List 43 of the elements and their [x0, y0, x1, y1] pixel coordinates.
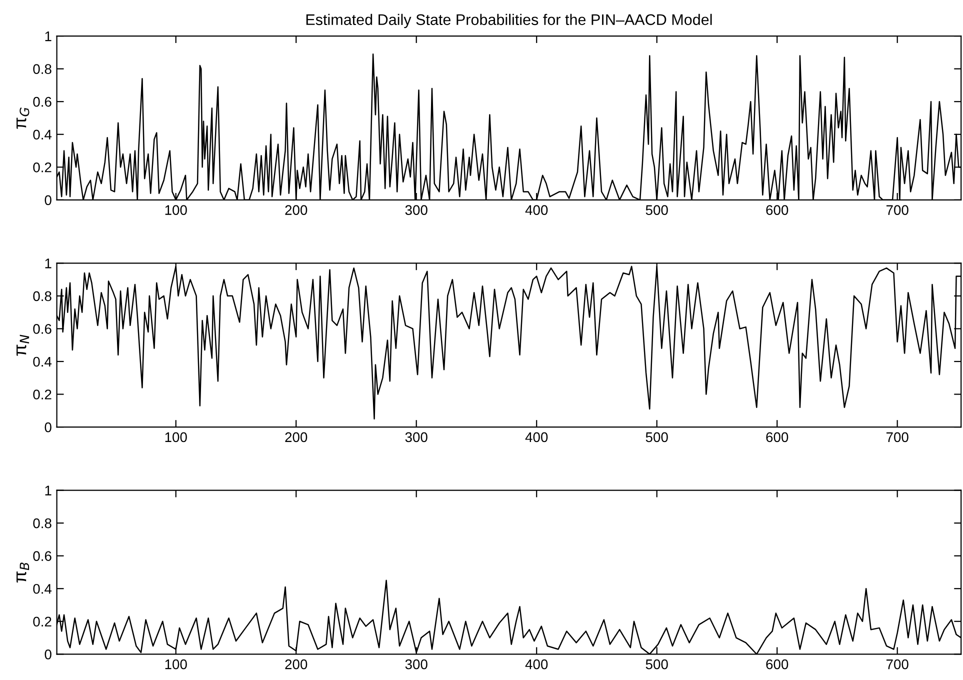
y-tick-label: 0.8 [33, 64, 52, 74]
y-tick-label: 0.6 [33, 551, 52, 561]
y-tick-label: 0 [44, 649, 52, 660]
x-tick-label: 500 [646, 205, 668, 215]
x-tick-label: 100 [165, 659, 187, 670]
y-tick-label: 0.2 [33, 162, 52, 172]
y-tick-label: 1 [45, 486, 52, 496]
y-tick-label: 0.4 [33, 356, 52, 367]
x-tick-label: 700 [886, 205, 908, 215]
x-tick-label: 600 [766, 432, 788, 442]
y-tick-label: 0.6 [33, 324, 52, 334]
y-tick-label: 0 [44, 195, 52, 206]
x-tick-label: 500 [646, 432, 668, 442]
x-tick-label: 200 [285, 205, 308, 215]
y-axis-title: π$_{N}$ [16, 334, 30, 356]
y-axis-title: π$_{G}$ [16, 108, 30, 129]
y-tick-label: 0.4 [33, 130, 52, 140]
y-tick-label: 0 [44, 422, 52, 432]
x-tick-label: 100 [165, 205, 187, 215]
x-tick-label: 200 [285, 432, 308, 442]
y-tick-label: 0.4 [33, 584, 52, 594]
y-tick-label: 1 [45, 32, 52, 42]
x-tick-label: 600 [766, 205, 788, 215]
x-tick-label: 400 [525, 205, 548, 215]
chart-title: Estimated Daily State Probabilities for the PIN–AACD Model [306, 14, 712, 28]
x-tick-label: 100 [165, 432, 187, 442]
x-tick-label: 400 [525, 432, 548, 442]
x-tick-label: 500 [646, 659, 668, 670]
y-tick-label: 0.6 [33, 96, 52, 107]
x-tick-label: 300 [405, 659, 428, 670]
y-tick-label: 0.2 [33, 616, 52, 627]
y-tick-label: 0.8 [33, 291, 52, 302]
y-tick-label: 0.8 [33, 518, 52, 528]
y-tick-label: 1 [45, 258, 52, 268]
x-tick-label: 700 [886, 432, 908, 442]
x-tick-label: 400 [525, 659, 548, 670]
y-axis-title: π$_{B}$ [16, 562, 30, 582]
x-tick-label: 700 [886, 659, 908, 670]
x-tick-label: 300 [405, 205, 428, 215]
x-tick-label: 600 [766, 659, 788, 670]
y-tick-label: 0.2 [33, 390, 52, 400]
x-tick-label: 300 [405, 432, 428, 442]
x-tick-label: 200 [285, 659, 308, 670]
